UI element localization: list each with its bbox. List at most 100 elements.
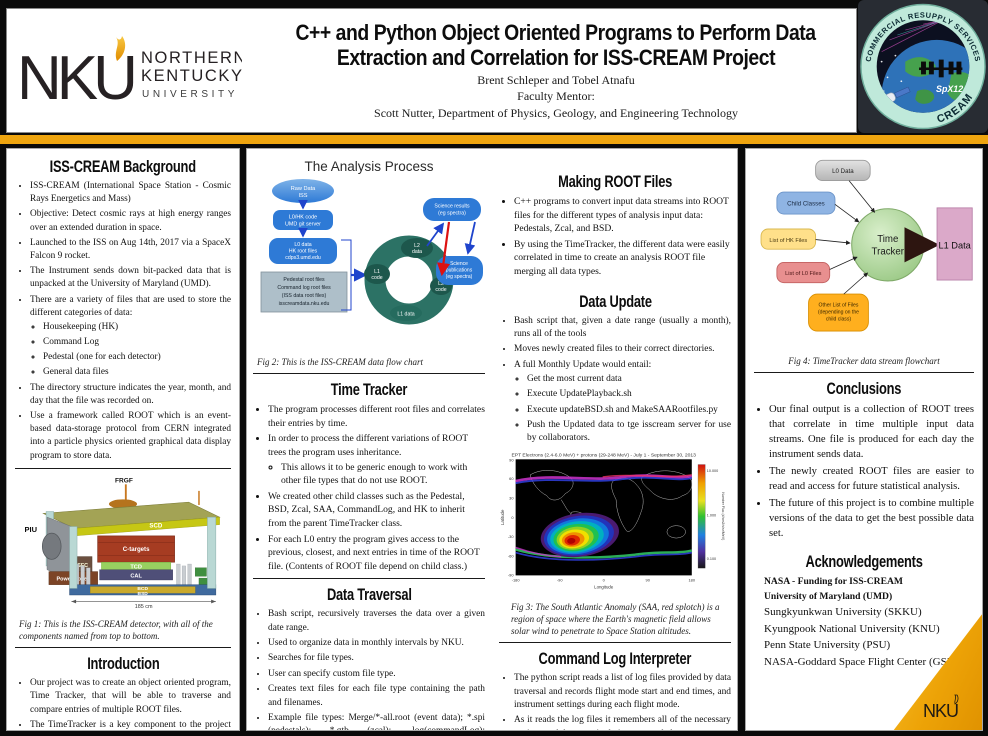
svg-text:L2: L2 <box>414 243 420 249</box>
svg-text:(ISS data root files): (ISS data root files) <box>282 293 327 299</box>
section-title: Making ROOT Files <box>557 173 672 191</box>
svg-text:(eg spectra): (eg spectra) <box>446 274 473 280</box>
svg-text:Number Flux (#/cm2/s/sr/MeV): Number Flux (#/cm2/s/sr/MeV) <box>721 492 725 540</box>
svg-text:publications: publications <box>446 268 473 274</box>
svg-text:BSD: BSD <box>138 591 149 597</box>
bullet-item: By using the TimeTracker, the different … <box>514 238 731 279</box>
bullet-item: In order to process the different variat… <box>268 432 485 487</box>
ack-line: NASA - Funding for ISS-CREAM <box>764 576 903 588</box>
mentor: Scott Nutter, Department of Physics, Geo… <box>374 105 738 120</box>
bullet-item: Bash script, recursively traverses the d… <box>268 608 485 635</box>
svg-text:L1 data: L1 data <box>397 312 414 318</box>
section-divider <box>253 578 485 580</box>
svg-text:CAL: CAL <box>130 573 142 579</box>
svg-text:SCD: SCD <box>149 522 162 529</box>
bullet-item: The newly created ROOT files are easier … <box>769 464 974 494</box>
svg-text:Pedestal root files: Pedestal root files <box>283 277 325 283</box>
logo-line2: KENTUCKY <box>141 67 242 85</box>
svg-text:ISS: ISS <box>298 193 307 199</box>
bullet-item: Creates text files for each file type co… <box>268 683 485 710</box>
section-title: Time Tracker <box>330 381 408 400</box>
svg-text:UMD git server: UMD git server <box>285 222 321 228</box>
bullet-item: User can specify custom file type. <box>268 668 485 681</box>
sub-bullet: Command Log <box>43 336 231 349</box>
svg-text:90: 90 <box>509 457 514 462</box>
svg-text:Tracker: Tracker <box>872 247 905 258</box>
ack-line: NASA-Goddard Space Flight Center (GSFC) <box>764 655 964 668</box>
svg-text:List of HK Files: List of HK Files <box>769 238 807 244</box>
svg-text:90: 90 <box>646 577 651 582</box>
section-divider <box>499 642 731 644</box>
svg-text:30: 30 <box>509 495 514 500</box>
mission-patch: SpX12 COMMERCIAL RESUPPLY SERVICES CREAM <box>858 0 988 133</box>
column-middle: The Analysis Process Raw Data ISS L0/HK … <box>246 148 738 731</box>
bullet-item: The python script reads a list of log fi… <box>514 672 731 712</box>
svg-text:L0 data: L0 data <box>294 242 311 248</box>
bullet-item: The directory structure indicates the ye… <box>30 382 231 408</box>
fig3-caption: Fig 3: The South Atlantic Anomaly (SAA, … <box>511 601 720 637</box>
bullet-item: Our final output is a collection of ROOT… <box>769 402 974 462</box>
section-acknowledgements: Acknowledgements NASA - Funding for ISS-… <box>754 553 974 670</box>
bullet-item: ISS-CREAM (International Space Station -… <box>30 180 231 206</box>
bullet-item: Bash script that, given a date range (us… <box>514 315 731 342</box>
sub-bullet: Get the most current data <box>527 373 731 386</box>
detector-diagram: FRGF SCD PIU C-targets TCD CAL SFC Power… <box>25 477 221 610</box>
bullet-item: Use a framework called ROOT which is an … <box>30 410 231 463</box>
svg-text:0: 0 <box>511 515 514 520</box>
figure-timetracker-flowchart: L0 Data Child Classes List of HK Files L… <box>754 155 974 367</box>
saa-map-chart: EPT Electrons (2.4-6.0 MeV) + protons (2… <box>500 452 725 589</box>
section-data-traversal: Data Traversal Bash script, recursively … <box>253 586 485 730</box>
sub-bullet: Housekeeping (HK) <box>43 321 231 334</box>
svg-text:-60: -60 <box>508 553 514 558</box>
svg-text:Latitude: Latitude <box>500 509 505 525</box>
svg-text:180: 180 <box>689 577 696 582</box>
section-title: Data Traversal <box>326 586 412 605</box>
mission-number: SpX12 <box>936 84 963 94</box>
ribbon-nku-text: NKU <box>923 701 958 721</box>
svg-text:code: code <box>435 287 446 293</box>
section-title: Conclusions <box>826 380 902 399</box>
fig4-caption: Fig 4: TimeTracker data stream flowchart <box>788 356 940 366</box>
bullet-item: Moves newly created files to their corre… <box>514 343 731 356</box>
ack-line: University of Maryland (UMD) <box>764 590 893 602</box>
svg-text:L0/HK code: L0/HK code <box>289 215 317 221</box>
svg-text:L0 Data: L0 Data <box>832 168 854 175</box>
svg-text:L1: L1 <box>374 269 380 275</box>
section-divider <box>15 467 231 469</box>
svg-text:-30: -30 <box>508 534 514 539</box>
mentor-label: Faculty Mentor: <box>517 89 595 104</box>
svg-text:0.100: 0.100 <box>707 557 716 561</box>
nku-logo: NKU NORTHERN KENTUCKY UNIVERSITY <box>17 27 245 117</box>
bullet-item: Used to organize data in monthly interva… <box>268 637 485 650</box>
sub-bullet: General data files <box>43 366 231 379</box>
header-band: NKU NORTHERN KENTUCKY UNIVERSITY C++ and… <box>6 8 857 133</box>
svg-text:C-targets: C-targets <box>123 546 150 553</box>
poster-title: C++ and Python Object Oriented Programs … <box>295 20 817 70</box>
section-iss-cream-background: ISS-CREAM Background ISS-CREAM (Internat… <box>15 158 231 463</box>
svg-text:Time: Time <box>877 234 898 245</box>
svg-text:L2: L2 <box>438 281 444 287</box>
figure-analysis-process: The Analysis Process Raw Data ISS L0/HK … <box>253 159 485 368</box>
svg-text:FRGF: FRGF <box>115 477 133 484</box>
svg-text:10.000: 10.000 <box>707 469 718 473</box>
fig2-caption: Fig 2: This is the ISS-CREAM data flow c… <box>257 357 423 367</box>
bullet-item: C++ programs to convert input data strea… <box>514 195 731 236</box>
svg-text:child class): child class) <box>826 317 851 323</box>
svg-text:EPT Electrons (2.4-6.0 MeV) +: EPT Electrons (2.4-6.0 MeV) + protons (2… <box>511 452 696 457</box>
bullet-item: There are a variety of files that are us… <box>30 294 231 380</box>
svg-text:code: code <box>371 275 382 281</box>
svg-text:-180: -180 <box>512 577 521 582</box>
sub-bullet: Pedestal (one for each detector) <box>43 351 231 364</box>
svg-text:List of L0 Files: List of L0 Files <box>785 271 821 277</box>
ack-line: Kyungpook National University (KNU) <box>764 622 940 635</box>
svg-text:isscreamdata.nku.edu: isscreamdata.nku.edu <box>279 301 330 307</box>
aurora-bands <box>515 473 693 561</box>
svg-text:Command log root files: Command log root files <box>277 285 331 291</box>
logo-line1: NORTHERN <box>141 49 242 67</box>
saa-blob <box>540 512 619 557</box>
bullet-item: For each L0 entry the program gives acce… <box>268 533 485 574</box>
svg-text:(eg spectra): (eg spectra) <box>438 211 466 217</box>
title-block: C++ and Python Object Oriented Programs … <box>251 11 856 121</box>
figure-saa-map: EPT Electrons (2.4-6.0 MeV) + protons (2… <box>499 450 731 637</box>
gold-accent-bar <box>0 135 988 144</box>
